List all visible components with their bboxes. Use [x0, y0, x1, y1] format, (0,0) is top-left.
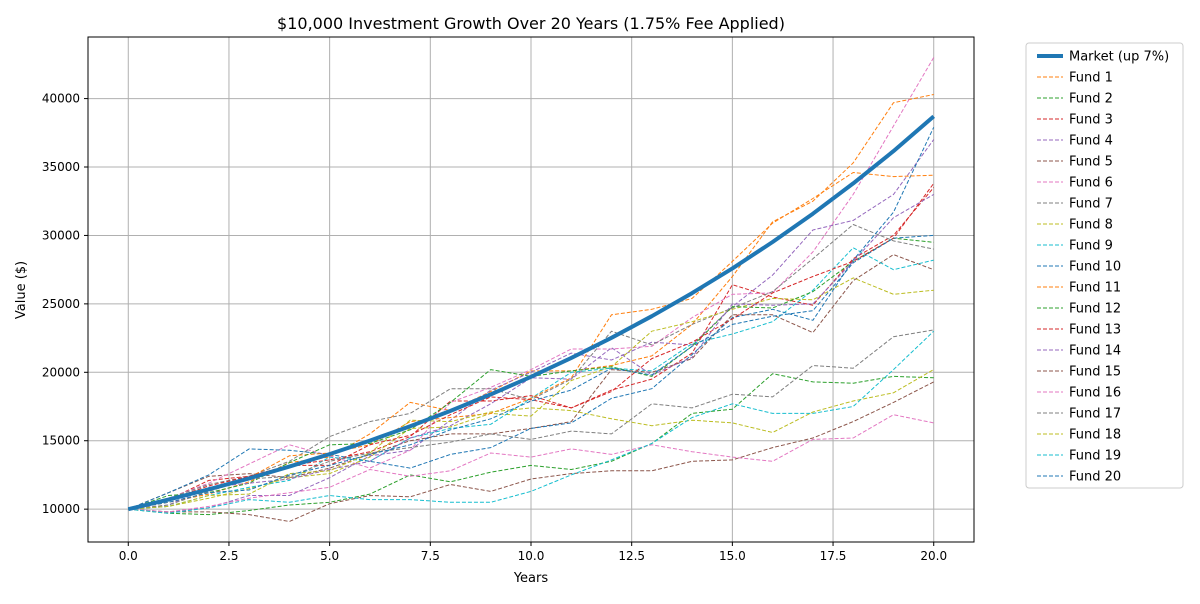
legend-label-fund-19: Fund 19 [1069, 449, 1121, 464]
y-tick-label: 25000 [42, 297, 80, 311]
legend-label-fund-2: Fund 2 [1069, 92, 1113, 107]
series-line-fund-17 [128, 329, 934, 510]
legend-label-fund-13: Fund 13 [1069, 323, 1121, 338]
x-axis-label: Years [513, 571, 549, 586]
legend-label-fund-11: Fund 11 [1069, 281, 1121, 296]
y-tick-label: 15000 [42, 434, 80, 448]
series-line-fund-11 [128, 172, 934, 510]
series-line-fund-4 [128, 139, 935, 513]
legend-label-fund-14: Fund 14 [1069, 344, 1121, 359]
legend-label-fund-6: Fund 6 [1069, 176, 1113, 191]
y-tick-label: 30000 [42, 228, 80, 242]
legend-label-fund-18: Fund 18 [1069, 428, 1121, 443]
legend-label-fund-1: Fund 1 [1069, 71, 1113, 86]
y-tick-label: 40000 [42, 92, 80, 106]
x-axis: 0.0 2.5 5.0 7.5 10.0 12.5 15.0 17.5 20.0 [119, 542, 947, 563]
y-axis: 10000 15000 20000 25000 30000 35000 40000 [42, 92, 88, 516]
y-tick-label: 10000 [42, 502, 80, 516]
legend-label-fund-5: Fund 5 [1069, 155, 1113, 170]
series-line-fund-6 [128, 57, 935, 510]
series-line-fund-20 [128, 234, 934, 510]
legend-label-fund-12: Fund 12 [1069, 302, 1121, 317]
legend-label-fund-8: Fund 8 [1069, 218, 1113, 233]
series-line-fund-16 [128, 414, 934, 513]
series-line-fund-18 [128, 369, 934, 510]
series-line-fund-2 [128, 373, 934, 516]
series-lines [127, 57, 936, 522]
chart-title: $10,000 Investment Growth Over 20 Years … [277, 14, 785, 33]
legend-label-fund-16: Fund 16 [1069, 386, 1121, 401]
legend-label-fund-17: Fund 17 [1069, 407, 1121, 422]
x-tick-label: 12.5 [618, 549, 645, 563]
x-tick-label: 20.0 [920, 549, 947, 563]
y-tick-label: 20000 [42, 365, 80, 379]
x-tick-label: 5.0 [320, 549, 339, 563]
x-tick-label: 7.5 [421, 549, 440, 563]
legend-label-fund-7: Fund 7 [1069, 197, 1113, 212]
series-line-market-up-7 [127, 114, 936, 512]
legend-label-market-up-7: Market (up 7%) [1069, 50, 1169, 65]
legend-label-fund-9: Fund 9 [1069, 239, 1113, 254]
legend-label-fund-10: Fund 10 [1069, 260, 1121, 275]
y-axis-label: Value ($) [14, 261, 29, 319]
x-tick-label: 10.0 [518, 549, 545, 563]
series-line-fund-8 [128, 277, 934, 510]
series-line-fund-14 [128, 193, 934, 510]
legend: Market (up 7%) Fund 1 Fund 2 Fund 3 Fund 4 Fu… [1025, 42, 1184, 489]
x-tick-label: 17.5 [820, 549, 847, 563]
x-tick-label: 0.0 [119, 549, 138, 563]
legend-label-fund-4: Fund 4 [1069, 134, 1113, 149]
series-line-fund-19 [128, 330, 935, 514]
x-tick-label: 15.0 [719, 549, 746, 563]
legend-label-fund-3: Fund 3 [1069, 113, 1113, 128]
legend-label-fund-20: Fund 20 [1069, 470, 1121, 485]
legend-box [1025, 42, 1184, 489]
y-tick-label: 35000 [42, 160, 80, 174]
x-tick-label: 2.5 [219, 549, 238, 563]
series-line-fund-15 [128, 381, 934, 522]
legend-label-fund-15: Fund 15 [1069, 365, 1121, 380]
grid [88, 37, 974, 542]
